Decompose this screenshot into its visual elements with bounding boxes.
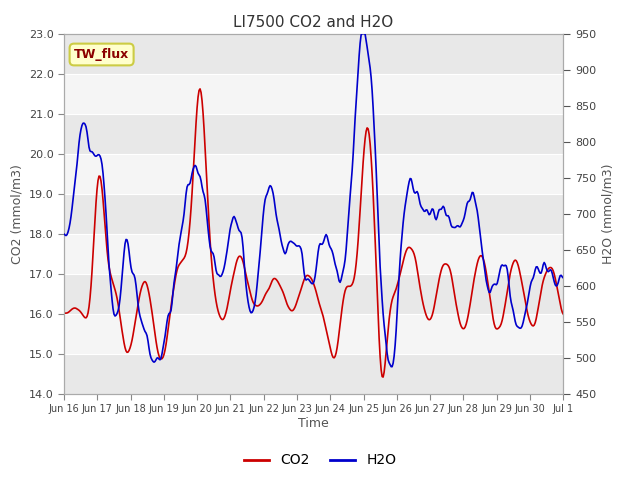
- Bar: [64, 193, 563, 234]
- Bar: [64, 313, 563, 354]
- Legend: CO2, H2O: CO2, H2O: [238, 448, 402, 473]
- Text: TW_flux: TW_flux: [74, 48, 129, 61]
- Y-axis label: H2O (mmol/m3): H2O (mmol/m3): [602, 163, 614, 264]
- Bar: [64, 154, 563, 193]
- Bar: [64, 274, 563, 313]
- Bar: [64, 234, 563, 274]
- Bar: [64, 73, 563, 114]
- Y-axis label: CO2 (mmol/m3): CO2 (mmol/m3): [10, 164, 23, 264]
- Bar: [64, 354, 563, 394]
- Title: LI7500 CO2 and H2O: LI7500 CO2 and H2O: [234, 15, 394, 30]
- Bar: [64, 114, 563, 154]
- Bar: [64, 34, 563, 73]
- X-axis label: Time: Time: [298, 417, 329, 430]
